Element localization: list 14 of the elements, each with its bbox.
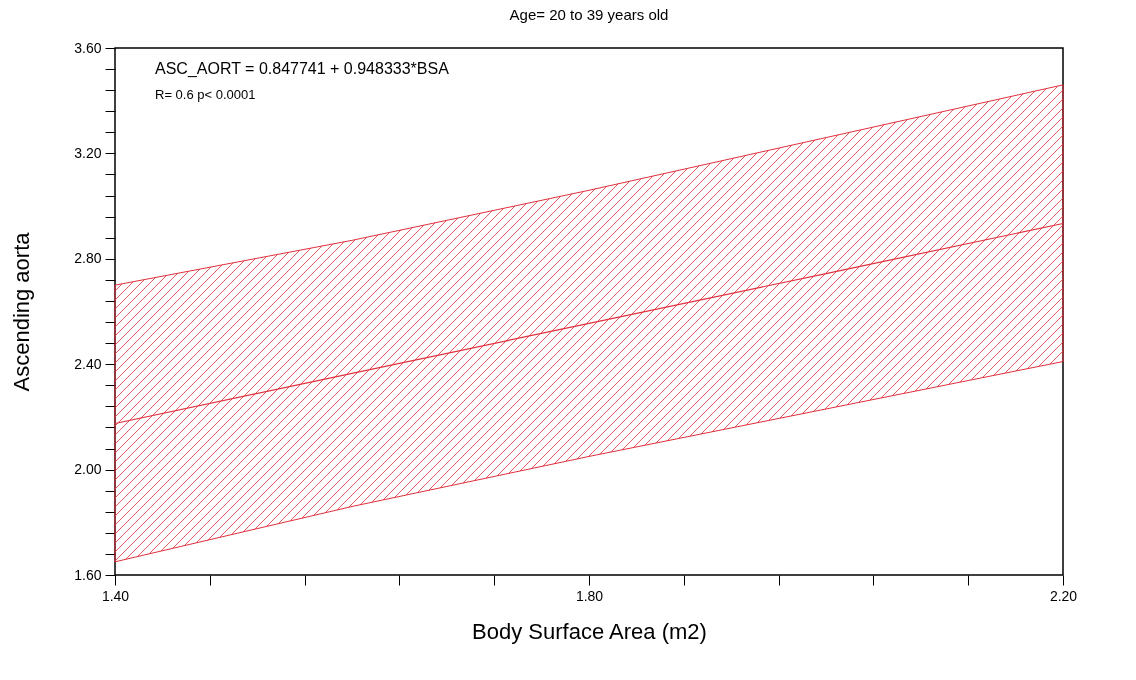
x-axis-title: Body Surface Area (m2) bbox=[472, 618, 707, 644]
y-tick-label: 3.60 bbox=[74, 39, 102, 56]
annotation: R= 0.6 p< 0.0001 bbox=[155, 87, 256, 102]
x-tick-label: 1.80 bbox=[575, 587, 604, 604]
y-tick-label: 2.80 bbox=[74, 250, 102, 267]
y-axis-title: Ascending aorta bbox=[9, 231, 35, 392]
x-tick-label: 2.20 bbox=[1049, 587, 1078, 604]
y-tick-label: 2.00 bbox=[74, 461, 102, 478]
annotation: ASC_AORT = 0.847741 + 0.948333*BSA bbox=[155, 60, 450, 78]
y-tick-label: 1.60 bbox=[74, 566, 102, 583]
y-tick-label: 3.20 bbox=[74, 144, 102, 161]
chart-title: Age= 20 to 39 years old bbox=[509, 6, 669, 23]
x-tick-label: 1.40 bbox=[101, 587, 130, 604]
y-tick-label: 2.40 bbox=[74, 355, 102, 372]
